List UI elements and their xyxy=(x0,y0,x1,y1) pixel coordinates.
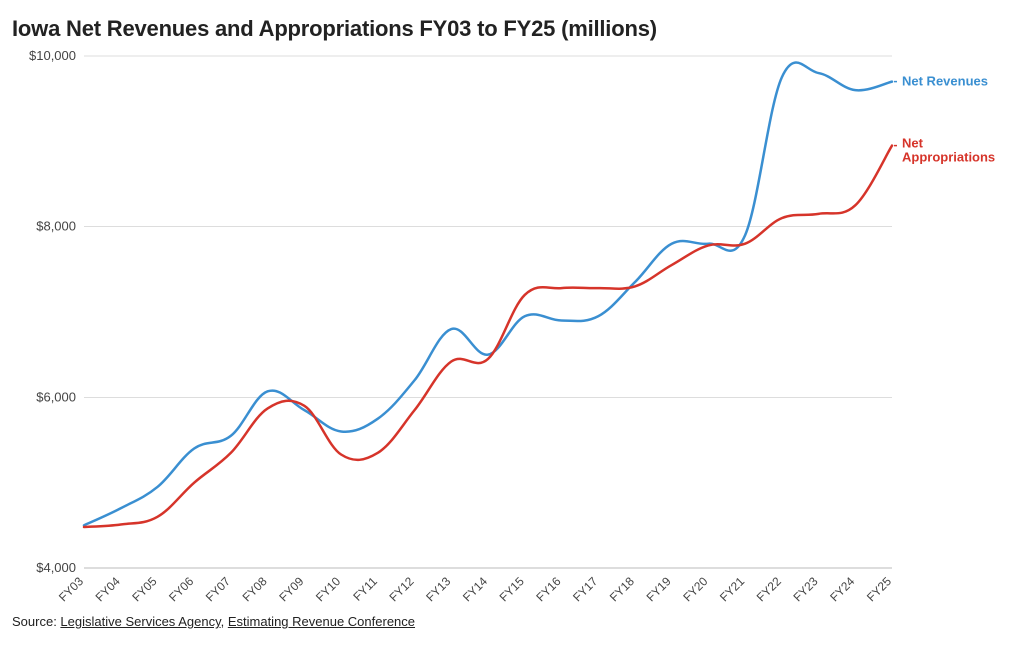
x-tick-label: FY05 xyxy=(129,574,159,604)
source-line: Source: Legislative Services Agency, Est… xyxy=(12,614,1008,629)
x-tick-label: FY19 xyxy=(644,574,674,604)
x-tick-label: FY15 xyxy=(497,574,527,604)
y-tick-label: $6,000 xyxy=(36,389,76,404)
series-label-net_revenues: Net Revenues xyxy=(902,74,988,89)
x-tick-label: FY21 xyxy=(717,574,747,604)
source-link-erc[interactable]: Estimating Revenue Conference xyxy=(228,614,415,629)
source-link-lsa[interactable]: Legislative Services Agency xyxy=(60,614,220,629)
x-tick-label: FY10 xyxy=(313,574,343,604)
series-line-net_revenues xyxy=(84,63,892,526)
chart-container: Iowa Net Revenues and Appropriations FY0… xyxy=(0,0,1020,650)
x-tick-label: FY25 xyxy=(864,574,894,604)
x-tick-label: FY14 xyxy=(460,574,490,604)
x-tick-label: FY17 xyxy=(570,574,600,604)
x-tick-label: FY18 xyxy=(607,574,637,604)
y-tick-label: $8,000 xyxy=(36,219,76,234)
x-tick-label: FY09 xyxy=(276,574,306,604)
y-tick-label: $10,000 xyxy=(29,48,76,63)
series-line-net_appropriations xyxy=(84,146,892,527)
source-sep: , xyxy=(221,614,228,629)
chart-title: Iowa Net Revenues and Appropriations FY0… xyxy=(12,16,1008,42)
x-tick-label: FY12 xyxy=(386,574,416,604)
series-label-net_appropriations: NetAppropriations xyxy=(902,136,995,165)
source-prefix: Source: xyxy=(12,614,60,629)
plot-area: $4,000$6,000$8,000$10,000FY03FY04FY05FY0… xyxy=(12,48,1008,608)
x-tick-label: FY11 xyxy=(350,574,380,604)
chart-svg: $4,000$6,000$8,000$10,000FY03FY04FY05FY0… xyxy=(12,48,1008,608)
x-tick-label: FY03 xyxy=(56,574,86,604)
x-tick-label: FY23 xyxy=(790,574,820,604)
y-tick-label: $4,000 xyxy=(36,560,76,575)
x-tick-label: FY22 xyxy=(754,574,784,604)
x-tick-label: FY07 xyxy=(203,574,233,604)
x-tick-label: FY08 xyxy=(240,574,270,604)
x-tick-label: FY13 xyxy=(423,574,453,604)
x-tick-label: FY16 xyxy=(533,574,563,604)
x-tick-label: FY24 xyxy=(827,574,857,604)
x-tick-label: FY04 xyxy=(93,574,123,604)
x-tick-label: FY20 xyxy=(680,574,710,604)
x-tick-label: FY06 xyxy=(166,574,196,604)
